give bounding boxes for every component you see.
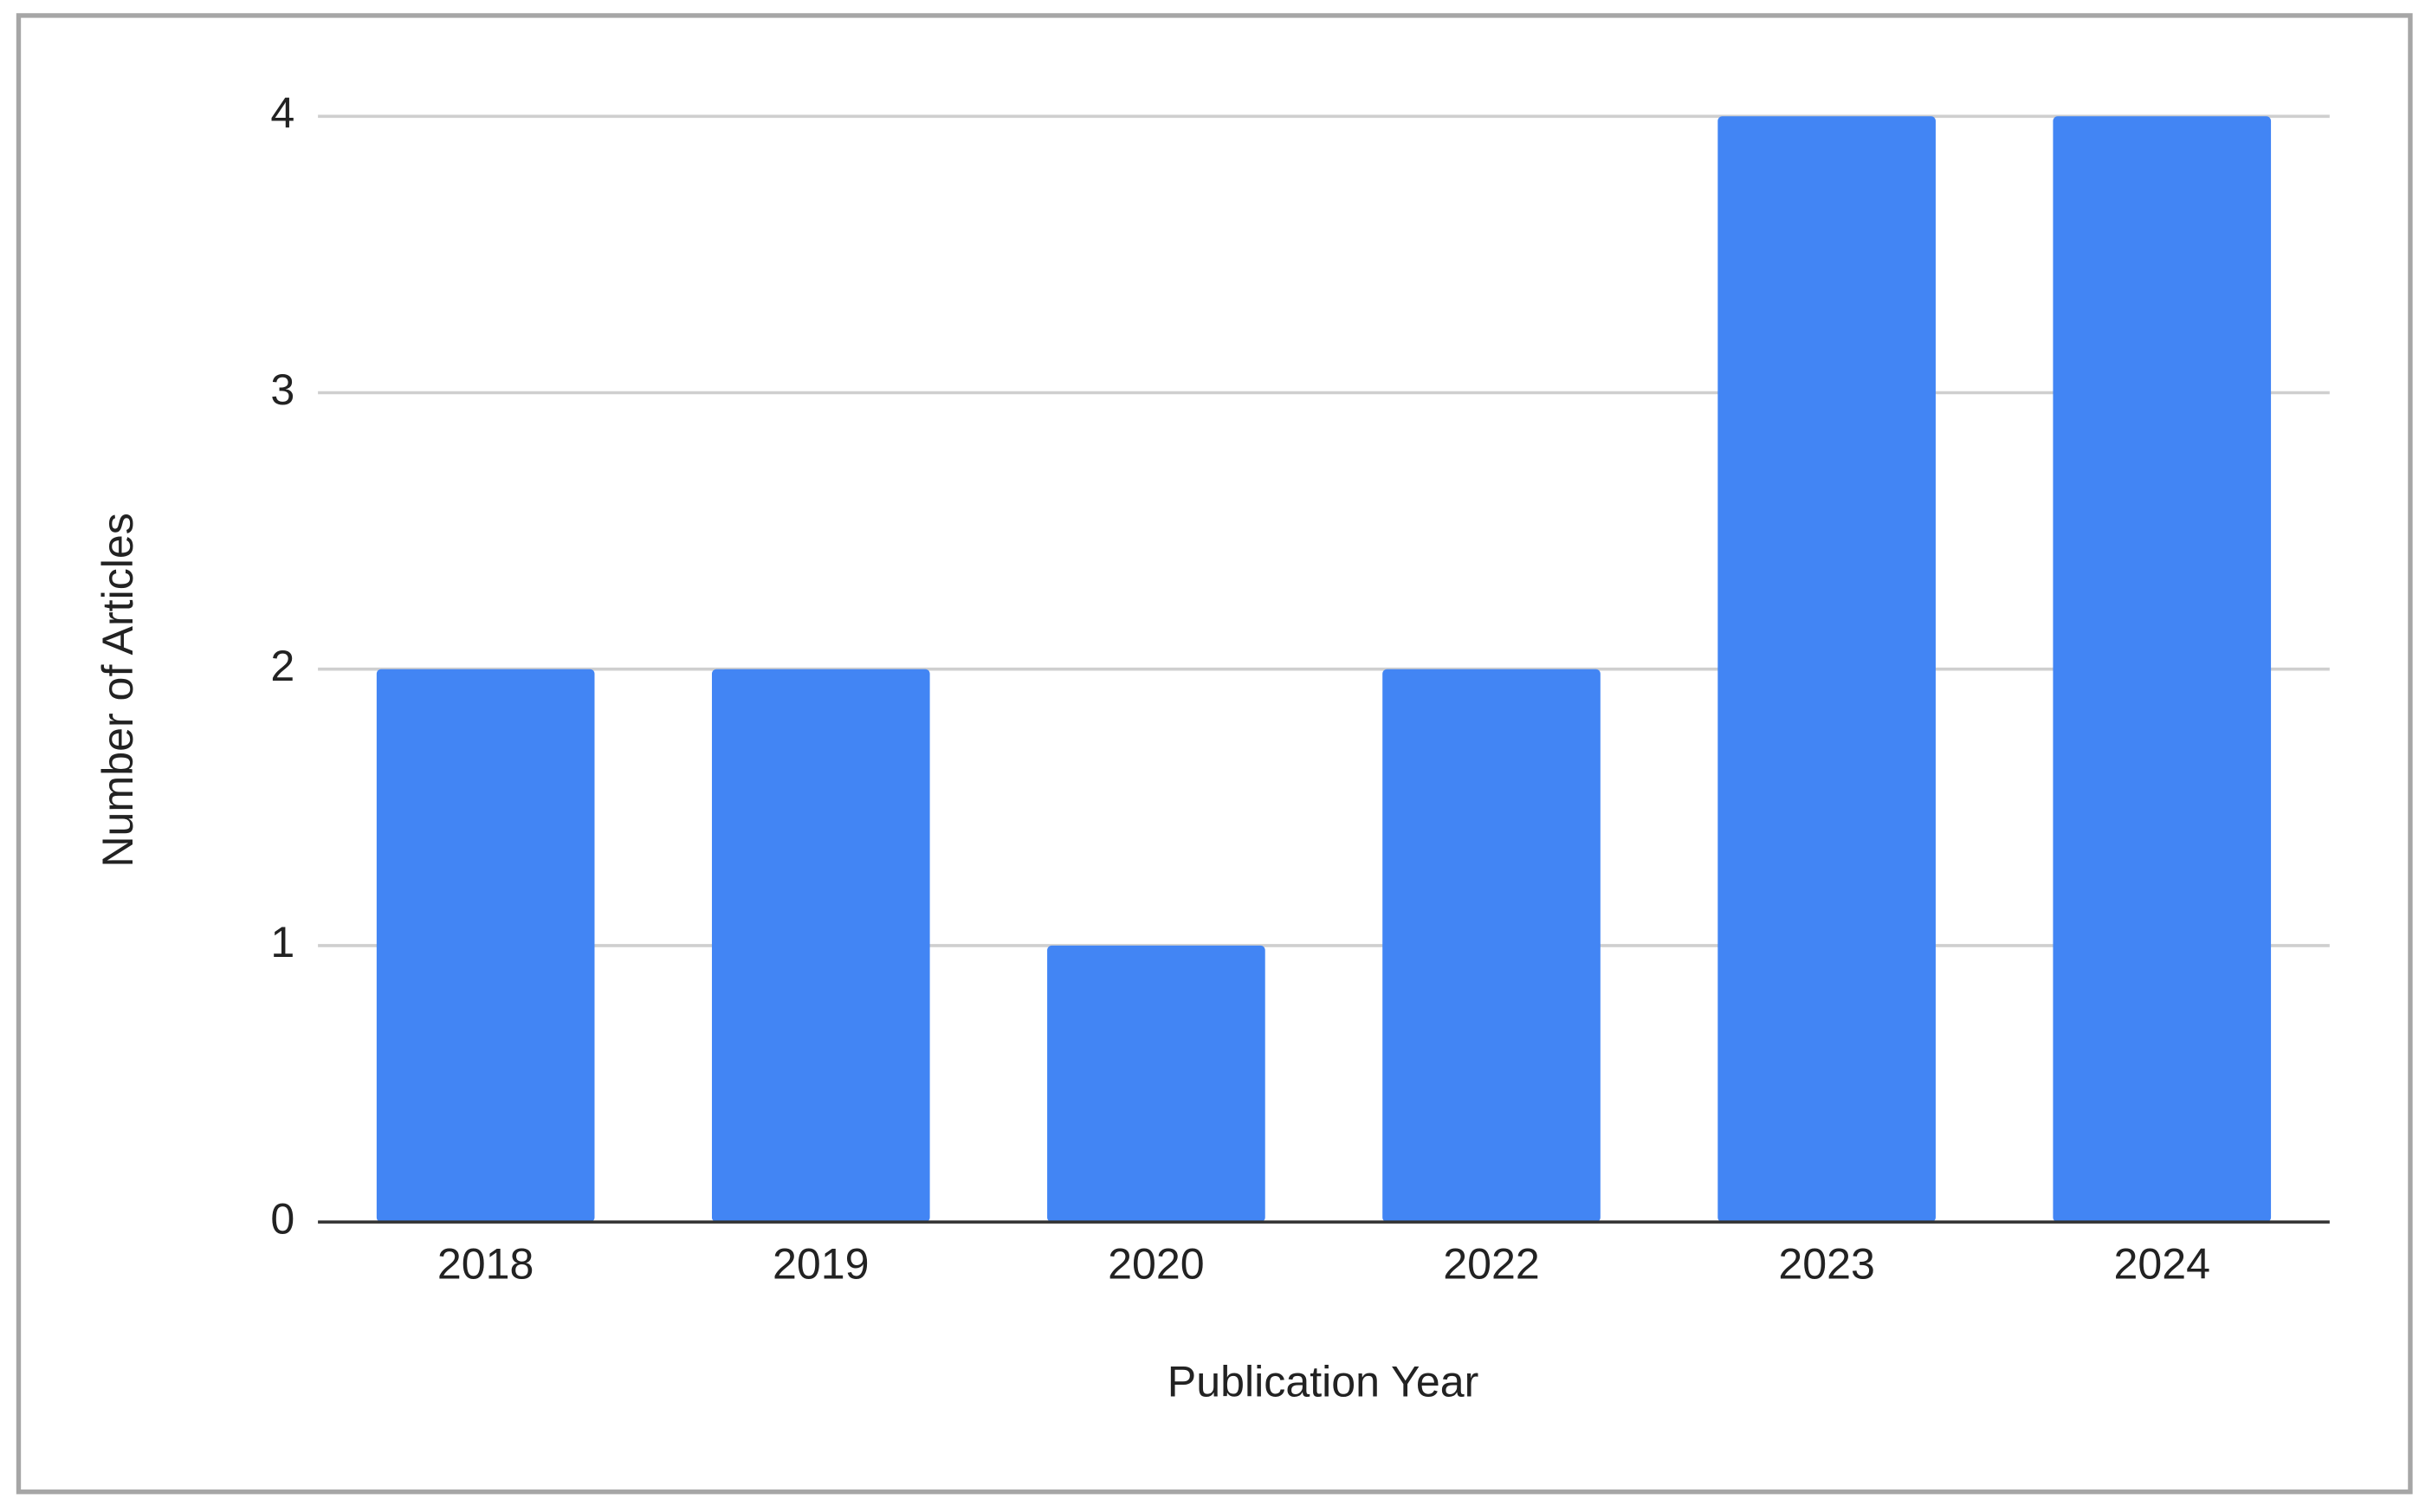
x-tick-label: 2022 [1443,1239,1540,1288]
x-tick-label: 2019 [773,1239,870,1288]
x-axis-title: Publication Year [1167,1357,1479,1405]
bar [1047,945,1265,1223]
bar [2053,116,2272,1223]
y-tick-label: 3 [270,365,294,414]
bar [1717,116,1936,1223]
bar [711,669,930,1223]
y-tick-label: 4 [270,89,294,138]
x-tick-label: 2018 [437,1239,534,1288]
y-axis-title: Number of Articles [94,513,142,867]
x-tick-label: 2024 [2113,1239,2210,1288]
y-tick-label: 0 [270,1194,294,1243]
x-tick-label: 2020 [1108,1239,1205,1288]
y-tick-label: 1 [270,918,294,966]
bar [1382,669,1601,1223]
bar [376,669,595,1223]
x-tick-label: 2023 [1778,1239,1875,1288]
y-tick-label: 2 [270,642,294,690]
